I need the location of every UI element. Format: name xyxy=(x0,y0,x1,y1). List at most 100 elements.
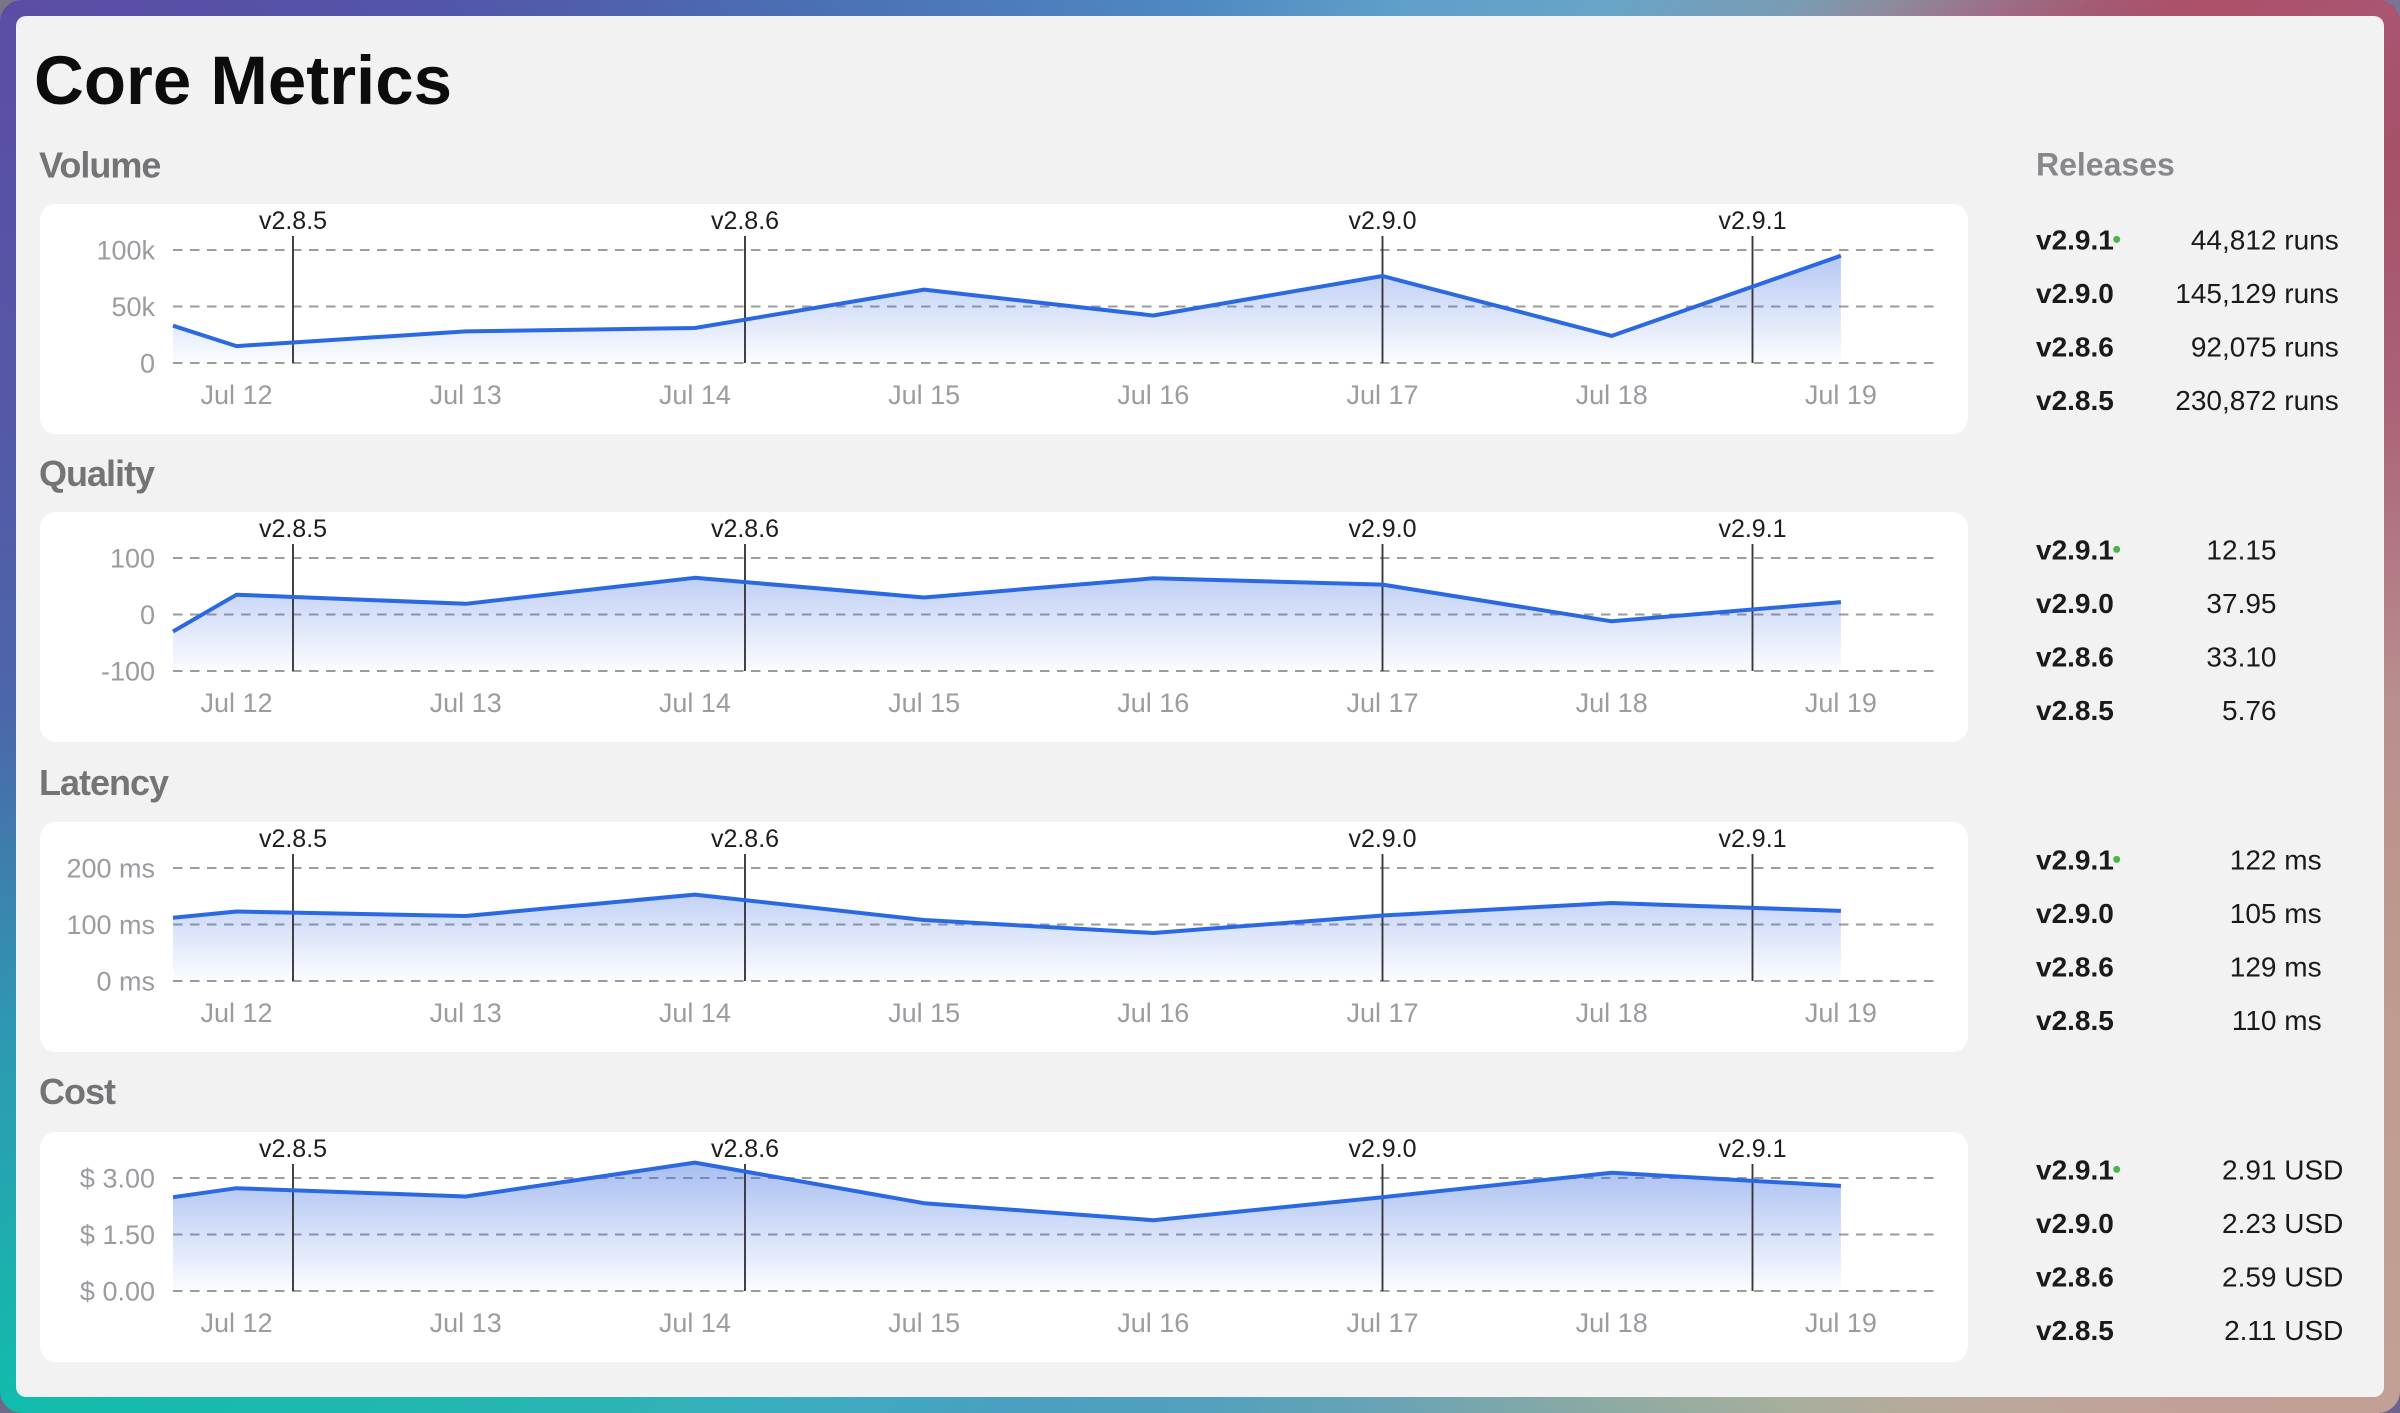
svg-text:v2.8.5: v2.8.5 xyxy=(259,1135,327,1163)
svg-text:145,129: 145,129 xyxy=(2175,278,2276,309)
svg-text:v2.8.6: v2.8.6 xyxy=(2036,332,2114,363)
svg-text:runs: runs xyxy=(2277,225,2339,256)
svg-text:Jul 16: Jul 16 xyxy=(1117,998,1189,1028)
svg-text:v2.8.6: v2.8.6 xyxy=(2036,642,2114,673)
svg-text:v2.8.6: v2.8.6 xyxy=(711,515,779,543)
svg-text:v2.8.5: v2.8.5 xyxy=(2036,1005,2114,1036)
svg-text:33.10: 33.10 xyxy=(2206,642,2276,673)
svg-text:Releases: Releases xyxy=(2036,147,2175,183)
svg-text:44,812: 44,812 xyxy=(2191,225,2277,256)
svg-text:Jul 12: Jul 12 xyxy=(200,1308,272,1338)
svg-text:Jul 17: Jul 17 xyxy=(1346,688,1418,718)
svg-text:100: 100 xyxy=(110,544,155,574)
svg-text:100 ms: 100 ms xyxy=(66,910,155,940)
svg-text:Jul 15: Jul 15 xyxy=(888,688,960,718)
svg-text:Jul 18: Jul 18 xyxy=(1576,688,1648,718)
svg-text:92,075: 92,075 xyxy=(2191,332,2277,363)
svg-text:Jul 19: Jul 19 xyxy=(1805,1308,1877,1338)
svg-text:runs: runs xyxy=(2277,278,2339,309)
svg-text:110: 110 xyxy=(2232,1005,2277,1036)
svg-text:200 ms: 200 ms xyxy=(66,854,155,884)
svg-text:105: 105 xyxy=(2230,898,2277,929)
svg-text:Jul 16: Jul 16 xyxy=(1117,1308,1189,1338)
svg-text:Jul 19: Jul 19 xyxy=(1805,380,1877,410)
svg-text:Jul 12: Jul 12 xyxy=(200,688,272,718)
svg-text:v2.8.5: v2.8.5 xyxy=(259,825,327,853)
svg-text:v2.8.6: v2.8.6 xyxy=(711,1135,779,1163)
svg-text:v2.8.5: v2.8.5 xyxy=(259,207,327,235)
svg-text:Jul 13: Jul 13 xyxy=(430,688,502,718)
svg-text:Latency: Latency xyxy=(39,762,169,803)
svg-text:v2.9.0: v2.9.0 xyxy=(2036,588,2114,619)
svg-text:129: 129 xyxy=(2230,952,2277,983)
svg-text:Jul 16: Jul 16 xyxy=(1117,380,1189,410)
svg-text:$ 3.00: $ 3.00 xyxy=(80,1164,155,1194)
svg-text:ms: ms xyxy=(2277,952,2322,983)
svg-text:2.23: 2.23 xyxy=(2222,1208,2277,1239)
svg-text:v2.8.5: v2.8.5 xyxy=(2036,385,2114,416)
svg-text:USD: USD xyxy=(2277,1155,2344,1186)
svg-text:Jul 14: Jul 14 xyxy=(659,1308,731,1338)
svg-text:Jul 19: Jul 19 xyxy=(1805,998,1877,1028)
svg-text:USD: USD xyxy=(2277,1262,2344,1293)
svg-text:Jul 19: Jul 19 xyxy=(1805,688,1877,718)
svg-text:0: 0 xyxy=(140,349,155,379)
svg-text:v2.9.0: v2.9.0 xyxy=(1348,1135,1416,1163)
svg-text:50k: 50k xyxy=(111,292,155,322)
svg-text:12.15: 12.15 xyxy=(2206,535,2276,566)
svg-text:v2.9.1: v2.9.1 xyxy=(1718,825,1786,853)
svg-text:Quality: Quality xyxy=(39,453,155,494)
svg-text:Jul 17: Jul 17 xyxy=(1346,1308,1418,1338)
svg-text:ms: ms xyxy=(2277,845,2322,876)
svg-text:122: 122 xyxy=(2230,845,2277,876)
svg-text:Jul 15: Jul 15 xyxy=(888,380,960,410)
svg-text:Jul 14: Jul 14 xyxy=(659,380,731,410)
svg-text:USD: USD xyxy=(2277,1315,2344,1346)
svg-text:100k: 100k xyxy=(96,236,155,266)
svg-text:v2.9.0: v2.9.0 xyxy=(2036,1208,2114,1239)
svg-text:v2.9.0: v2.9.0 xyxy=(2036,898,2114,929)
svg-text:v2.9.0: v2.9.0 xyxy=(1348,515,1416,543)
svg-text:Jul 17: Jul 17 xyxy=(1346,998,1418,1028)
svg-text:-100: -100 xyxy=(101,657,155,687)
svg-text:5.76: 5.76 xyxy=(2222,695,2277,726)
svg-text:Jul 14: Jul 14 xyxy=(659,688,731,718)
svg-text:Jul 15: Jul 15 xyxy=(888,1308,960,1338)
svg-text:v2.8.6: v2.8.6 xyxy=(711,825,779,853)
svg-text:v2.9.1: v2.9.1 xyxy=(1718,515,1786,543)
svg-text:v2.8.6: v2.8.6 xyxy=(711,207,779,235)
svg-text:Jul 12: Jul 12 xyxy=(200,998,272,1028)
svg-text:v2.9.0: v2.9.0 xyxy=(2036,278,2114,309)
svg-text:runs: runs xyxy=(2277,385,2339,416)
svg-text:v2.9.1: v2.9.1 xyxy=(1718,207,1786,235)
svg-text:v2.9.0: v2.9.0 xyxy=(1348,825,1416,853)
svg-text:Jul 13: Jul 13 xyxy=(430,1308,502,1338)
svg-text:v2.9.1: v2.9.1 xyxy=(2036,1155,2114,1186)
svg-text:v2.9.1: v2.9.1 xyxy=(2036,845,2114,876)
svg-text:Jul 13: Jul 13 xyxy=(430,380,502,410)
svg-text:37.95: 37.95 xyxy=(2206,588,2276,619)
svg-text:$ 0.00: $ 0.00 xyxy=(80,1277,155,1307)
svg-text:ms: ms xyxy=(2277,1005,2322,1036)
svg-text:v2.9.1: v2.9.1 xyxy=(2036,225,2114,256)
svg-text:2.91: 2.91 xyxy=(2222,1155,2277,1186)
svg-text:v2.8.5: v2.8.5 xyxy=(2036,695,2114,726)
svg-text:v2.8.5: v2.8.5 xyxy=(2036,1315,2114,1346)
svg-text:Jul 18: Jul 18 xyxy=(1576,998,1648,1028)
svg-text:USD: USD xyxy=(2277,1208,2344,1239)
svg-text:runs: runs xyxy=(2277,332,2339,363)
svg-text:Cost: Cost xyxy=(39,1071,116,1112)
svg-text:v2.9.0: v2.9.0 xyxy=(1348,207,1416,235)
svg-text:230,872: 230,872 xyxy=(2175,385,2276,416)
svg-text:v2.8.6: v2.8.6 xyxy=(2036,952,2114,983)
svg-text:Jul 18: Jul 18 xyxy=(1576,1308,1648,1338)
svg-text:Jul 16: Jul 16 xyxy=(1117,688,1189,718)
svg-text:ms: ms xyxy=(2277,898,2322,929)
svg-text:Jul 12: Jul 12 xyxy=(200,380,272,410)
svg-text:Jul 18: Jul 18 xyxy=(1576,380,1648,410)
svg-text:$ 1.50: $ 1.50 xyxy=(80,1220,155,1250)
svg-text:Jul 15: Jul 15 xyxy=(888,998,960,1028)
svg-text:2.59: 2.59 xyxy=(2222,1262,2277,1293)
svg-text:v2.9.1: v2.9.1 xyxy=(2036,535,2114,566)
svg-text:Core Metrics: Core Metrics xyxy=(34,42,452,119)
